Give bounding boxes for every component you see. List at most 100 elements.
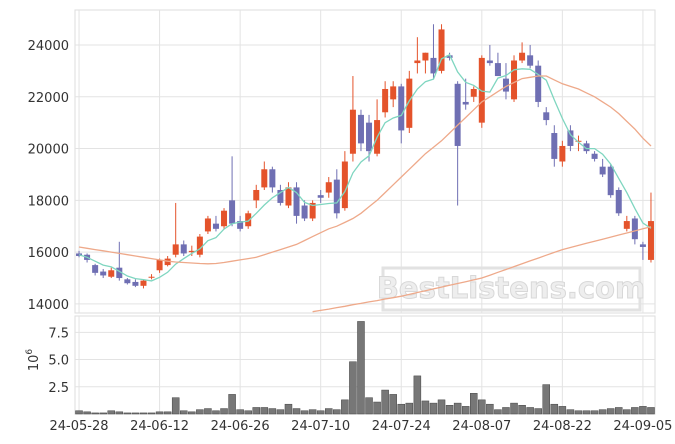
candle-body	[382, 88, 389, 113]
volume-bar	[107, 410, 115, 415]
candle-body	[261, 169, 268, 188]
candle-body	[221, 210, 228, 227]
candle-body	[647, 221, 654, 260]
volume-bar	[365, 397, 373, 415]
volume-bar	[147, 412, 156, 415]
volume-bar	[647, 407, 655, 415]
candle-body	[124, 279, 131, 284]
candle-body	[301, 205, 308, 219]
volume-bar	[574, 410, 583, 415]
candle-body	[172, 244, 179, 255]
volume-bar	[180, 410, 188, 415]
candle-body	[430, 57, 437, 74]
candle-body	[140, 280, 147, 286]
volume-bar	[284, 403, 293, 415]
grid	[74, 9, 656, 415]
volume-bar	[357, 321, 365, 415]
volume-bar	[260, 407, 269, 415]
candle-body	[132, 281, 139, 286]
y-tick-label: 14000	[28, 298, 69, 313]
candle-body	[293, 187, 300, 216]
candle-body	[559, 145, 566, 162]
moving-average-line	[78, 75, 652, 265]
watermark: BestListens.com	[376, 266, 646, 312]
x-tick-label: 24-05-28	[50, 419, 109, 434]
volume-bar	[389, 394, 397, 415]
volume-bar	[292, 408, 301, 415]
volume-bar	[615, 407, 623, 415]
y-tick-label: 18000	[28, 194, 69, 209]
candle-body	[253, 189, 260, 201]
y-tick-label: 16000	[28, 246, 69, 261]
volume-bar	[478, 399, 486, 415]
candle-body	[519, 52, 526, 61]
volume-bar	[486, 403, 494, 415]
volume-bar	[461, 406, 470, 415]
volume-bar	[470, 393, 478, 415]
volume-tick-label: 5.0	[48, 354, 69, 369]
volume-bar	[413, 375, 422, 415]
candle-body	[196, 236, 203, 255]
candle-body	[108, 270, 115, 277]
candles	[76, 24, 654, 289]
candle-body	[583, 143, 590, 152]
candle-body	[92, 265, 99, 273]
candle-body	[237, 221, 244, 229]
x-tick-label: 24-08-22	[533, 419, 592, 434]
volume-bar	[276, 409, 285, 415]
y-tick-label: 20000	[28, 143, 69, 158]
volume-bar	[204, 408, 212, 415]
x-tick-label: 24-06-26	[211, 419, 270, 434]
volume-bar	[196, 409, 204, 415]
volume-bar	[333, 409, 341, 415]
volume-tick-label: 2.5	[48, 381, 69, 396]
candle-body	[317, 195, 324, 198]
volume-bar	[582, 410, 591, 415]
candle-body	[390, 86, 397, 100]
volume-bar	[598, 409, 607, 415]
candle-body	[494, 63, 501, 77]
volume-bar	[397, 403, 405, 415]
volume-bar	[171, 397, 180, 415]
y-tick-label: 24000	[28, 39, 69, 54]
candle-body	[511, 60, 518, 100]
volume-bar	[268, 408, 277, 415]
volume-bar	[494, 409, 502, 415]
volume-bar	[155, 411, 164, 415]
x-tick-label: 24-09-05	[613, 419, 672, 434]
candle-body	[285, 187, 292, 206]
candle-body	[333, 179, 340, 214]
candle-body	[277, 189, 284, 203]
candle-body	[156, 259, 163, 271]
volume-bar	[623, 409, 631, 415]
candle-body	[438, 29, 445, 71]
volume-bar	[381, 389, 389, 415]
candle-body	[567, 130, 574, 146]
volume-bar	[606, 408, 615, 415]
candle-body	[535, 65, 542, 102]
candle-body	[623, 221, 630, 229]
candle-body	[116, 267, 123, 279]
volume-bar	[349, 361, 357, 415]
candle-body	[446, 55, 453, 58]
volume-bar	[542, 384, 550, 415]
volume-bar	[91, 412, 99, 415]
volume-bar	[300, 410, 309, 415]
volume-bar	[631, 407, 639, 415]
candle-body	[454, 83, 461, 146]
volume-axis-label: 106	[25, 349, 42, 372]
volume-bar	[212, 410, 220, 415]
candle-body	[599, 166, 606, 175]
volume-bar	[163, 411, 172, 415]
volume-bar	[566, 409, 575, 415]
volume-bar	[502, 407, 510, 415]
volume-bar	[83, 411, 91, 415]
volume-bar	[590, 410, 599, 415]
volume-bar	[534, 408, 542, 415]
volume-bar	[252, 407, 260, 415]
candle-body	[245, 213, 252, 227]
candle-body	[212, 223, 219, 229]
volume-bar	[75, 410, 83, 415]
volume-bar	[437, 399, 446, 415]
